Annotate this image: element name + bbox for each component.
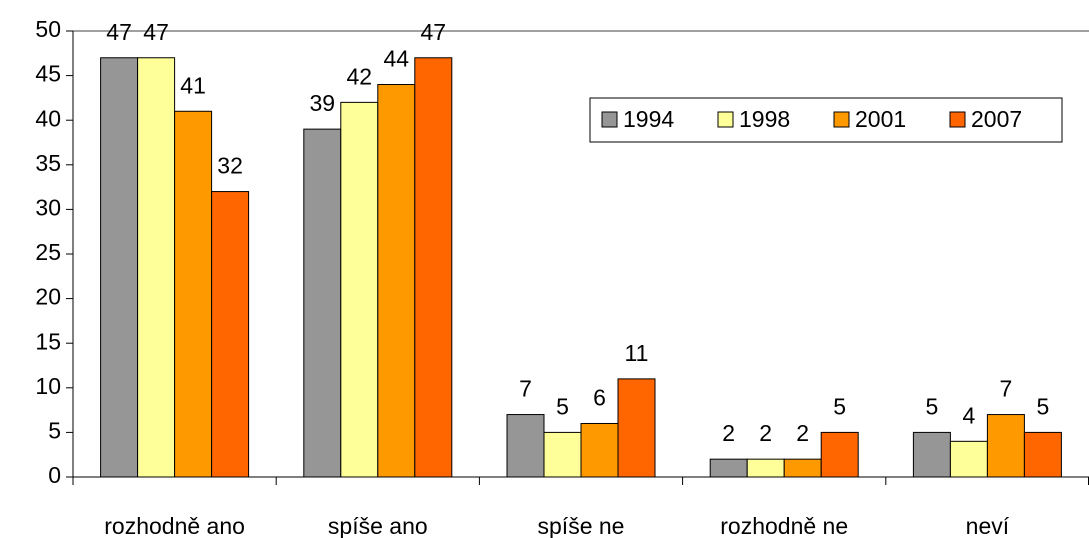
legend-box (589, 97, 1063, 143)
data-label: 47 (143, 19, 169, 45)
bar (746, 458, 785, 478)
bar (303, 128, 342, 478)
data-label: 2 (722, 420, 735, 446)
y-tick-label: 30 (35, 194, 61, 220)
y-tick-label: 40 (35, 105, 61, 131)
y-tick-label: 25 (35, 239, 61, 265)
x-tick-label: spíše ne (538, 513, 625, 538)
x-tick-label: neví (966, 513, 1010, 538)
bar (543, 431, 582, 478)
legend-swatch (833, 111, 850, 128)
x-tick-label: rozhodně ne (720, 513, 848, 538)
legend-label: 2001 (855, 106, 906, 132)
data-label: 41 (180, 72, 206, 98)
legend-label: 1994 (623, 106, 674, 132)
legend-swatch (949, 111, 966, 128)
data-label: 4 (963, 402, 976, 428)
data-label: 2 (759, 420, 772, 446)
x-tick-label: rozhodně ano (104, 513, 245, 538)
bar (580, 422, 619, 478)
data-label: 7 (1000, 376, 1013, 402)
legend-label: 1998 (739, 106, 790, 132)
data-label: 11 (625, 340, 649, 366)
data-label: 47 (421, 19, 447, 45)
bar (820, 431, 859, 478)
bar (340, 101, 379, 478)
data-label: 5 (556, 393, 569, 419)
data-label: 2 (796, 420, 809, 446)
data-label: 5 (833, 393, 846, 419)
bar (617, 378, 656, 478)
bar (506, 414, 545, 478)
legend-swatch (601, 111, 618, 128)
y-tick-label: 5 (48, 417, 61, 443)
legend-label: 2007 (971, 106, 1022, 132)
bar (949, 440, 988, 478)
y-tick-label: 35 (35, 150, 61, 176)
bar (709, 458, 748, 478)
y-tick-label: 50 (35, 16, 61, 42)
data-label: 5 (926, 393, 939, 419)
data-label: 7 (519, 376, 532, 402)
bar (211, 191, 250, 478)
data-label: 5 (1037, 393, 1050, 419)
data-label: 47 (106, 19, 132, 45)
data-label: 39 (310, 90, 336, 116)
bar (174, 110, 213, 478)
bar (414, 57, 453, 478)
data-label: 44 (384, 46, 410, 72)
bar (377, 84, 416, 478)
legend-swatch (717, 111, 734, 128)
data-label: 6 (593, 385, 606, 411)
y-tick-label: 45 (35, 61, 61, 87)
bar (912, 431, 951, 478)
y-tick-label: 15 (35, 328, 61, 354)
y-tick-label: 0 (48, 462, 61, 488)
bar (986, 414, 1025, 478)
data-label: 32 (217, 153, 243, 179)
bar (1023, 431, 1062, 478)
bar (100, 57, 139, 478)
x-tick-label: spíše ano (328, 513, 428, 538)
y-tick-label: 10 (35, 373, 61, 399)
bar (783, 458, 822, 478)
y-tick-label: 20 (35, 284, 61, 310)
bar (137, 57, 176, 478)
data-label: 42 (347, 63, 373, 89)
